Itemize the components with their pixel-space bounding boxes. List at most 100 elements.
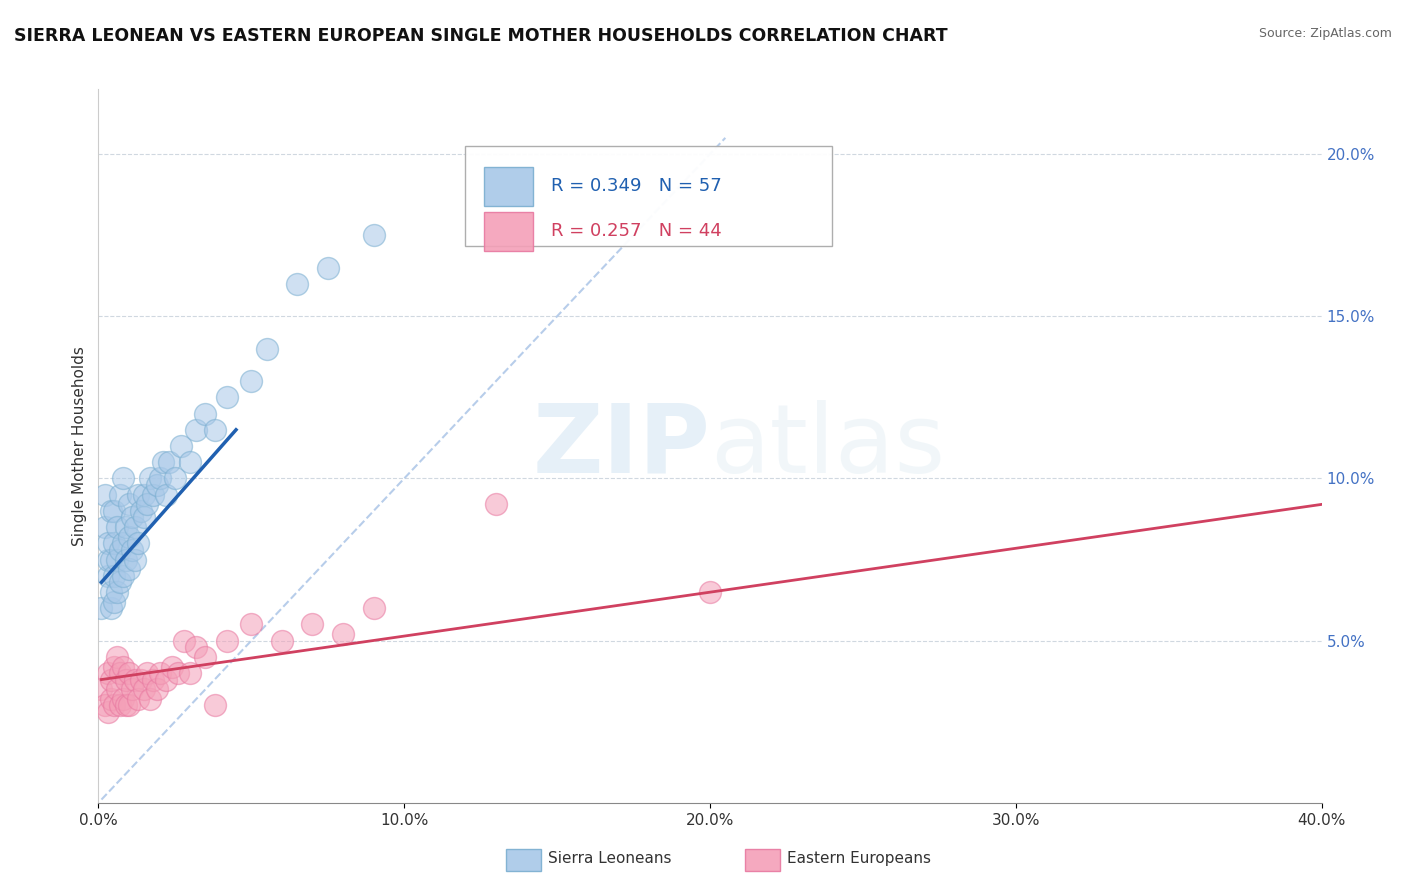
Point bbox=[105, 649, 128, 664]
Point bbox=[108, 488, 131, 502]
Point bbox=[100, 585, 122, 599]
Point bbox=[142, 488, 165, 502]
Point bbox=[215, 390, 238, 404]
Bar bbox=[484, 167, 533, 206]
Point bbox=[115, 673, 138, 687]
Point bbox=[90, 682, 112, 697]
Point bbox=[97, 705, 120, 719]
Text: ZIP: ZIP bbox=[531, 400, 710, 492]
Point bbox=[139, 692, 162, 706]
Y-axis label: Single Mother Households: Single Mother Households bbox=[72, 346, 87, 546]
Point bbox=[124, 520, 146, 534]
Point bbox=[108, 575, 131, 590]
Point bbox=[124, 673, 146, 687]
Point bbox=[155, 488, 177, 502]
Point bbox=[118, 530, 141, 544]
Point bbox=[111, 536, 134, 550]
Point bbox=[167, 666, 190, 681]
Point bbox=[186, 640, 208, 654]
Point bbox=[139, 471, 162, 485]
Point bbox=[108, 698, 131, 713]
Point bbox=[97, 536, 120, 550]
Point bbox=[285, 277, 308, 291]
Point bbox=[134, 682, 156, 697]
Point bbox=[90, 601, 112, 615]
Point bbox=[134, 488, 156, 502]
Point bbox=[363, 228, 385, 243]
Point bbox=[173, 633, 195, 648]
Point bbox=[332, 627, 354, 641]
Point bbox=[145, 682, 167, 697]
Point bbox=[111, 471, 134, 485]
Text: R = 0.349   N = 57: R = 0.349 N = 57 bbox=[551, 178, 721, 195]
Point bbox=[118, 666, 141, 681]
Point bbox=[149, 666, 172, 681]
Point bbox=[103, 536, 125, 550]
Point bbox=[118, 562, 141, 576]
Point bbox=[155, 673, 177, 687]
Point bbox=[121, 542, 143, 557]
Point bbox=[97, 666, 120, 681]
Text: Eastern Europeans: Eastern Europeans bbox=[787, 852, 931, 866]
Point bbox=[194, 407, 217, 421]
Point bbox=[111, 692, 134, 706]
Point bbox=[204, 423, 226, 437]
Point bbox=[100, 504, 122, 518]
FancyBboxPatch shape bbox=[465, 146, 832, 246]
Point bbox=[699, 585, 721, 599]
Point bbox=[103, 504, 125, 518]
Point bbox=[118, 497, 141, 511]
Point bbox=[145, 478, 167, 492]
Point bbox=[152, 455, 174, 469]
Point bbox=[270, 633, 292, 648]
Point bbox=[186, 423, 208, 437]
Point bbox=[111, 568, 134, 582]
Point bbox=[316, 260, 339, 275]
Point bbox=[97, 568, 120, 582]
Point bbox=[121, 510, 143, 524]
Point bbox=[160, 659, 183, 673]
Point bbox=[93, 520, 115, 534]
Point bbox=[136, 666, 159, 681]
Point bbox=[142, 673, 165, 687]
Point bbox=[103, 698, 125, 713]
Point bbox=[179, 455, 201, 469]
Point bbox=[129, 673, 152, 687]
Point bbox=[118, 698, 141, 713]
Point bbox=[111, 659, 134, 673]
Text: R = 0.257   N = 44: R = 0.257 N = 44 bbox=[551, 222, 721, 240]
Point bbox=[108, 542, 131, 557]
Point bbox=[134, 510, 156, 524]
Point bbox=[100, 673, 122, 687]
Point bbox=[301, 617, 323, 632]
Point bbox=[97, 552, 120, 566]
Point bbox=[115, 552, 138, 566]
Point bbox=[100, 692, 122, 706]
Point bbox=[194, 649, 217, 664]
Point bbox=[105, 682, 128, 697]
Point bbox=[256, 342, 278, 356]
Point bbox=[136, 497, 159, 511]
Point bbox=[157, 455, 180, 469]
Point bbox=[108, 666, 131, 681]
Point bbox=[204, 698, 226, 713]
Text: Sierra Leoneans: Sierra Leoneans bbox=[548, 852, 672, 866]
Point bbox=[103, 659, 125, 673]
Point bbox=[124, 552, 146, 566]
Point bbox=[127, 536, 149, 550]
Point bbox=[93, 488, 115, 502]
Point bbox=[93, 698, 115, 713]
Point bbox=[240, 617, 263, 632]
Point bbox=[215, 633, 238, 648]
Text: atlas: atlas bbox=[710, 400, 945, 492]
Point bbox=[363, 601, 385, 615]
Point bbox=[149, 471, 172, 485]
Point bbox=[115, 520, 138, 534]
Point bbox=[240, 374, 263, 388]
Text: Source: ZipAtlas.com: Source: ZipAtlas.com bbox=[1258, 27, 1392, 40]
Point bbox=[485, 497, 508, 511]
Text: SIERRA LEONEAN VS EASTERN EUROPEAN SINGLE MOTHER HOUSEHOLDS CORRELATION CHART: SIERRA LEONEAN VS EASTERN EUROPEAN SINGL… bbox=[14, 27, 948, 45]
Point bbox=[127, 488, 149, 502]
Point bbox=[100, 601, 122, 615]
Point bbox=[105, 520, 128, 534]
